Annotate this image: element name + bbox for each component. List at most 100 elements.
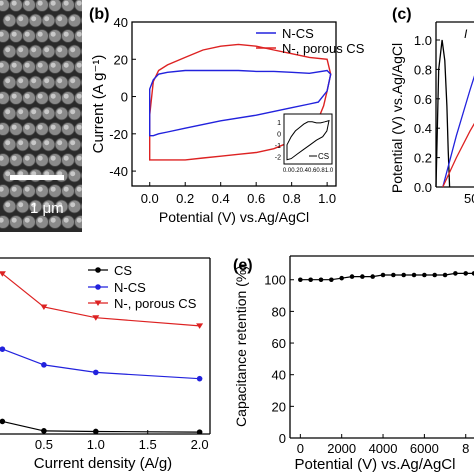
panel-e: (e) Capacitance retention (%) 1008060402… (233, 255, 474, 473)
panel-d-series-line-n-cs (2, 348, 200, 380)
sem-sphere (48, 122, 62, 136)
sem-sphere (54, 44, 69, 59)
inset-legend-label-cs: CS (318, 152, 329, 161)
sem-sphere (67, 199, 82, 214)
sem-sphere (48, 29, 62, 43)
sem-sphere-highlight (37, 62, 43, 68)
legend-label-cs: CS (114, 263, 132, 278)
sem-sphere (67, 137, 82, 152)
panel-e-y-tick-label: 60 (272, 336, 286, 351)
sem-sphere-highlight (18, 109, 24, 115)
sem-sphere (67, 75, 82, 90)
panel-b-y-tick-label: -20 (109, 127, 128, 142)
inset-y-tick-label: -1 (275, 143, 281, 150)
sem-sphere (74, 29, 82, 43)
panel-e-x-tick-label: 0 (297, 441, 304, 456)
sem-sphere-highlight (24, 186, 30, 192)
sem-sphere-highlight (31, 140, 37, 146)
sem-sphere-highlight (11, 31, 17, 37)
legend-marker-d-n-cs (95, 284, 101, 290)
sem-sphere (9, 153, 23, 167)
sem-sphere-highlight (63, 31, 69, 37)
sem-sphere (48, 91, 62, 105)
panel-b-x-tick-label: 0.6 (247, 191, 265, 206)
sem-sphere-highlight (24, 217, 30, 223)
sem-sphere (28, 13, 43, 28)
legend-label-d-porous: N-, porous CS (114, 296, 197, 311)
sem-sphere-highlight (11, 62, 17, 68)
sem-sphere (54, 13, 69, 28)
sem-sphere-highlight (0, 155, 4, 161)
panel-c-label: (c) (392, 6, 412, 23)
sem-sphere-highlight (37, 0, 43, 6)
sem-sphere (35, 29, 49, 43)
sem-sphere-highlight (44, 16, 50, 22)
sem-sphere (9, 122, 23, 136)
panel-c-series (435, 39, 474, 188)
sem-sphere (67, 13, 82, 28)
sem-sphere-highlight (31, 47, 37, 53)
sem-sphere-highlight (57, 171, 63, 177)
sem-sphere-highlight (5, 109, 11, 115)
sem-sphere-highlight (70, 109, 76, 115)
sem-sphere-highlight (18, 78, 24, 84)
sem-sphere (28, 106, 43, 121)
panel-d-legend: CS N-CS N-, porous CS (88, 263, 197, 311)
sem-sphere-highlight (57, 202, 63, 208)
sem-sphere-highlight (37, 155, 43, 161)
sem-sphere (61, 122, 75, 136)
sem-sphere (61, 215, 75, 229)
panel-e-y-ticks: 100 80 60 40 20 0 (264, 273, 294, 446)
panel-b-y-ticks: 40 20 0 -20 -40 (109, 15, 136, 179)
sem-sphere (41, 75, 56, 90)
panel-e-point (329, 277, 334, 283)
sem-sphere (22, 60, 36, 74)
panel-e-point (308, 277, 313, 283)
inset-x-tick-label: 0.2 (291, 168, 300, 174)
panel-d-point-n-cs (93, 369, 99, 376)
sem-sphere-highlight (57, 47, 63, 53)
scale-bar (10, 175, 64, 180)
sem-sphere (35, 122, 49, 136)
sem-sphere (22, 153, 36, 167)
sem-sphere-highlight (50, 0, 56, 6)
sem-sphere-highlight (37, 93, 43, 99)
sem-sphere-highlight (37, 124, 43, 130)
sem-sphere-highlight (31, 202, 37, 208)
legend-marker-cs (95, 267, 101, 273)
sem-sphere-highlight (83, 171, 88, 176)
panel-d-point-n-porous-cs (0, 271, 6, 277)
panel-d-point-n-cs (0, 346, 6, 352)
sem-sphere (41, 137, 56, 152)
sem-sphere-highlight (57, 78, 63, 84)
sem-sphere-highlight (37, 217, 43, 223)
panel-c: (c) Potential (V) vs.Ag/AgCl 1.0 0.8 0.6 0.… (389, 6, 474, 206)
panel-e-x-tick-label: 8 (462, 441, 469, 456)
sem-sphere (15, 44, 30, 59)
panel-e-point (339, 275, 344, 281)
panel-b-x-tick-label: 0.8 (283, 191, 301, 206)
sem-sphere-highlight (70, 47, 76, 53)
panel-c-y-tick-label: 0.2 (414, 151, 432, 166)
sem-sphere-highlight (63, 186, 69, 192)
sem-sphere (15, 13, 30, 28)
sem-sphere-highlight (70, 78, 76, 84)
sem-sphere (2, 44, 17, 59)
panel-a: 1 μm (0, 0, 88, 232)
sem-sphere-highlight (24, 62, 30, 68)
sem-sphere (48, 60, 62, 74)
sem-sphere-highlight (5, 78, 11, 84)
sem-sphere-highlight (44, 140, 50, 146)
sem-sphere-highlight (83, 109, 88, 114)
sem-sphere-highlight (83, 140, 88, 145)
sem-sphere-highlight (0, 186, 4, 192)
sem-sphere-highlight (0, 217, 4, 223)
sem-sphere (48, 184, 62, 198)
panel-e-point (411, 272, 417, 278)
panel-e-point (442, 272, 448, 278)
sem-sphere (41, 44, 56, 59)
sem-sphere-highlight (57, 16, 63, 22)
inset-x-tick-label: 0.0 (283, 168, 292, 174)
sem-sphere (2, 106, 17, 121)
